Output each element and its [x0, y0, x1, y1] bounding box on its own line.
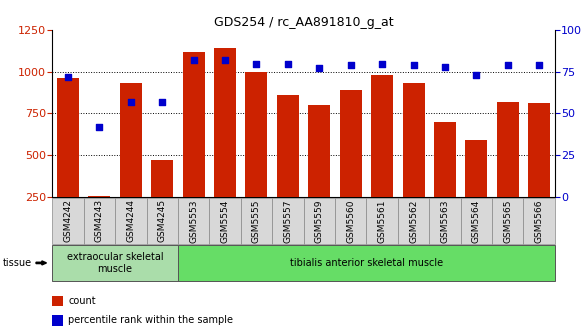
Text: extraocular skeletal
muscle: extraocular skeletal muscle	[67, 252, 163, 274]
Bar	[497, 102, 519, 238]
Point	[220, 57, 229, 63]
Bar	[277, 95, 299, 238]
Bar	[88, 196, 110, 238]
Text: percentile rank within the sample: percentile rank within the sample	[69, 316, 234, 325]
Text: GSM5557: GSM5557	[284, 199, 292, 243]
Text: GSM4242: GSM4242	[63, 200, 73, 242]
Point	[346, 62, 356, 68]
Text: GSM5566: GSM5566	[535, 199, 544, 243]
Bar	[528, 103, 550, 238]
Point	[252, 61, 261, 66]
Text: GSM5562: GSM5562	[409, 199, 418, 243]
Text: tibialis anterior skeletal muscle: tibialis anterior skeletal muscle	[290, 258, 443, 268]
Point	[63, 74, 73, 80]
Bar	[57, 79, 79, 238]
Point	[440, 64, 450, 70]
Text: GSM5564: GSM5564	[472, 199, 481, 243]
Bar	[434, 122, 456, 238]
Bar	[52, 315, 63, 326]
Bar	[52, 245, 178, 281]
Bar	[52, 296, 63, 306]
Text: GSM5554: GSM5554	[221, 199, 229, 243]
Bar	[403, 83, 425, 238]
Bar	[209, 198, 241, 244]
Point	[126, 99, 135, 104]
Bar	[461, 198, 492, 244]
Point	[472, 73, 481, 78]
Bar	[52, 198, 84, 244]
Bar	[398, 198, 429, 244]
Bar	[151, 160, 173, 238]
Bar	[146, 198, 178, 244]
Text: GSM4244: GSM4244	[126, 200, 135, 242]
Bar	[178, 245, 555, 281]
Point	[535, 62, 544, 68]
Point	[283, 61, 292, 66]
Bar	[465, 140, 487, 238]
Bar	[214, 48, 236, 238]
Text: GSM5565: GSM5565	[503, 199, 512, 243]
Text: GSM4243: GSM4243	[95, 199, 104, 243]
Point	[95, 124, 104, 129]
Bar	[429, 198, 461, 244]
Text: GSM5553: GSM5553	[189, 199, 198, 243]
Text: GSM5563: GSM5563	[440, 199, 450, 243]
Text: GSM5560: GSM5560	[346, 199, 355, 243]
Point	[378, 61, 387, 66]
Bar	[523, 198, 555, 244]
Bar	[241, 198, 272, 244]
Text: GSM5561: GSM5561	[378, 199, 386, 243]
Point	[157, 99, 167, 104]
Bar	[367, 198, 398, 244]
Bar	[309, 105, 330, 238]
Bar	[492, 198, 523, 244]
Bar	[303, 198, 335, 244]
Bar	[120, 83, 142, 238]
Title: GDS254 / rc_AA891810_g_at: GDS254 / rc_AA891810_g_at	[214, 16, 393, 29]
Bar	[335, 198, 367, 244]
Point	[409, 62, 418, 68]
Bar	[245, 72, 267, 238]
Text: GSM4245: GSM4245	[157, 199, 167, 243]
Point	[315, 66, 324, 71]
Point	[503, 62, 512, 68]
Point	[189, 57, 198, 63]
Bar	[115, 198, 146, 244]
Bar	[182, 52, 205, 238]
Text: GSM5555: GSM5555	[252, 199, 261, 243]
Text: count: count	[69, 296, 96, 306]
Bar	[178, 198, 209, 244]
Bar	[84, 198, 115, 244]
Bar	[340, 90, 362, 238]
Text: tissue: tissue	[3, 258, 32, 268]
Bar	[371, 75, 393, 238]
Text: GSM5559: GSM5559	[315, 199, 324, 243]
Bar	[272, 198, 303, 244]
